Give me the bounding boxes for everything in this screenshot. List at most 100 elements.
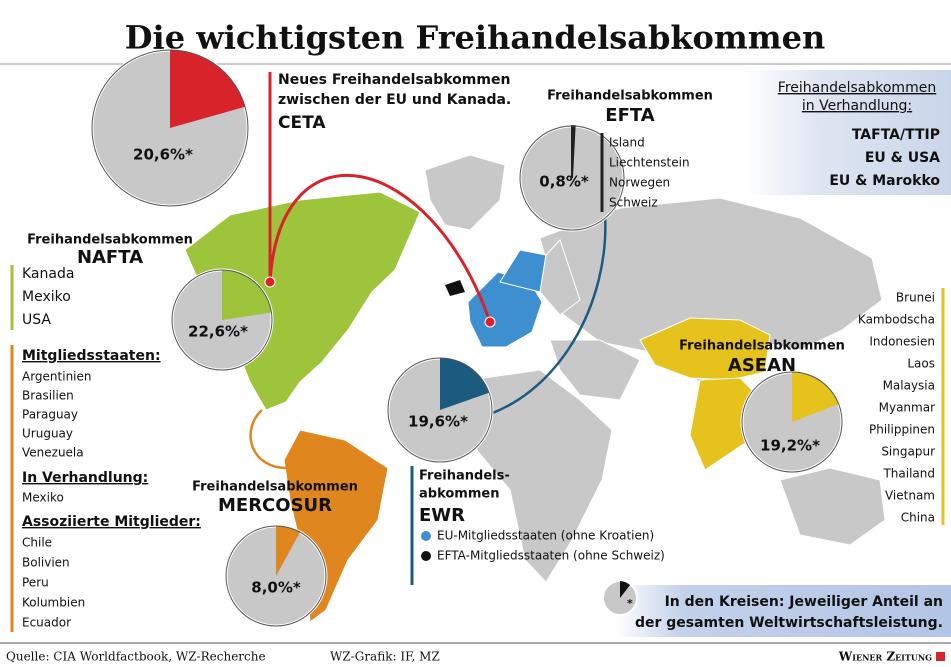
ceta-dot-ca xyxy=(264,276,276,288)
pie-slice xyxy=(440,358,490,410)
ewr-pie xyxy=(386,356,494,464)
negotiation-item: EU & Marokko xyxy=(829,173,940,189)
pie-ring xyxy=(225,525,327,627)
key-star: * xyxy=(627,597,633,610)
note: der gesamten Weltwirtschaftsleistung. xyxy=(635,615,943,631)
mercosur-pie xyxy=(224,524,328,628)
credit: WZ-Grafik: IF, MZ xyxy=(330,650,440,664)
member: Paraguay xyxy=(22,408,78,422)
member: Ecuador xyxy=(22,616,71,630)
kicker: Freihandelsabkommen xyxy=(192,480,358,495)
member: Laos xyxy=(907,357,935,371)
member: Island xyxy=(609,136,645,150)
member: Malaysia xyxy=(883,379,935,393)
title: Die wichtigsten Freihandelsabkommen xyxy=(125,19,825,57)
negotiation-heading: in Verhandlung: xyxy=(802,98,912,114)
agreement-name: MERCOSUR xyxy=(218,495,332,516)
ceta-pie xyxy=(90,48,250,208)
ceta-name: CETA xyxy=(278,113,326,133)
agreement-name: EFTA xyxy=(605,105,654,126)
pie-ring xyxy=(387,357,493,463)
agreement-name: ASEAN xyxy=(728,355,796,376)
brand: Wiener Zeitung xyxy=(838,650,932,664)
member: Peru xyxy=(22,576,49,590)
member: Mexiko xyxy=(22,289,71,305)
member: Singapur xyxy=(881,445,935,459)
member: Mexiko xyxy=(22,491,64,505)
kicker: Freihandelsabkommen xyxy=(27,233,193,248)
ceta-text: Neues Freihandelsabkommen xyxy=(278,72,510,88)
member: Norwegen xyxy=(609,176,670,190)
pie-label: 19,6%* xyxy=(408,413,468,431)
member: Brasilien xyxy=(22,389,74,403)
legend-label: EU-Mitgliedsstaaten (ohne Kroatien) xyxy=(437,529,654,543)
legend-dot xyxy=(421,551,431,561)
pie-ring xyxy=(91,49,249,207)
brand-mark xyxy=(936,652,945,661)
member: Thailand xyxy=(882,467,935,481)
member: Kolumbien xyxy=(22,596,85,610)
ceta-arc xyxy=(268,173,492,323)
key-slice xyxy=(620,581,630,598)
list-heading: Mitgliedsstaaten: xyxy=(22,348,161,364)
list-heading: In Verhandlung: xyxy=(22,470,148,486)
negotiation-item: EU & USA xyxy=(865,150,940,166)
pie-label: 20,6%* xyxy=(133,146,193,164)
ceta-dot-eu xyxy=(484,316,496,328)
member: Bolivien xyxy=(22,556,70,570)
legend-label: EFTA-Mitgliedsstaaten (ohne Schweiz) xyxy=(437,549,665,563)
member: Indonesien xyxy=(869,335,935,349)
member: USA xyxy=(22,312,51,328)
member: Myanmar xyxy=(879,401,935,415)
greenland xyxy=(424,154,506,231)
source: Quelle: CIA Worldfactbook, WZ-Recherche xyxy=(6,650,266,664)
member: Vietnam xyxy=(885,489,935,503)
pie-slice xyxy=(222,270,272,320)
pie-label: 19,2%* xyxy=(760,437,820,455)
pie-label: 8,0%* xyxy=(251,579,301,597)
australia xyxy=(779,467,886,546)
legend-dot xyxy=(421,531,431,541)
pie-label: 22,6%* xyxy=(188,323,248,341)
pie-label: 0,8%* xyxy=(539,173,589,191)
negotiation-item: TAFTA/TTIP xyxy=(852,127,940,143)
negotiation-box xyxy=(745,70,951,195)
agreement-name: NAFTA xyxy=(77,247,143,268)
kicker: Freihandels- xyxy=(419,469,510,484)
member: Kanada xyxy=(22,266,74,282)
pie-ring xyxy=(171,269,273,371)
pie-ring xyxy=(519,125,625,231)
kicker: abkommen xyxy=(419,487,499,502)
russia-west xyxy=(539,239,581,316)
pie-ring xyxy=(741,371,843,473)
member: Brunei xyxy=(896,291,935,305)
member: Schweiz xyxy=(609,196,658,210)
member: Kambodscha xyxy=(858,313,935,327)
member: China xyxy=(901,511,935,525)
nafta-pie xyxy=(170,268,274,372)
member: Argentinien xyxy=(22,370,92,384)
middle-east xyxy=(549,339,641,401)
efta-pie xyxy=(518,124,626,232)
ceta-text: zwischen der EU und Kanada. xyxy=(278,92,511,108)
member: Chile xyxy=(22,536,52,550)
pie-slice xyxy=(170,50,246,128)
member: Philippinen xyxy=(869,423,935,437)
asean-pie xyxy=(740,370,844,474)
agreement-name: EWR xyxy=(419,505,465,526)
mercosur-arc xyxy=(249,409,291,470)
negotiation-heading: Freihandelsabkommen xyxy=(778,80,936,96)
kicker: Freihandelsabkommen xyxy=(679,339,845,354)
list-heading: Assoziierte Mitglieder: xyxy=(22,514,201,530)
pie-slice xyxy=(276,526,301,576)
note: In den Kreisen: Jeweiliger Anteil an xyxy=(665,594,943,610)
kicker: Freihandelsabkommen xyxy=(547,89,713,104)
member: Liechtenstein xyxy=(609,156,690,170)
note-box xyxy=(615,585,951,637)
member: Venezuela xyxy=(22,446,84,460)
iceland xyxy=(445,280,465,296)
china xyxy=(639,317,771,381)
member: Uruguay xyxy=(22,427,73,441)
